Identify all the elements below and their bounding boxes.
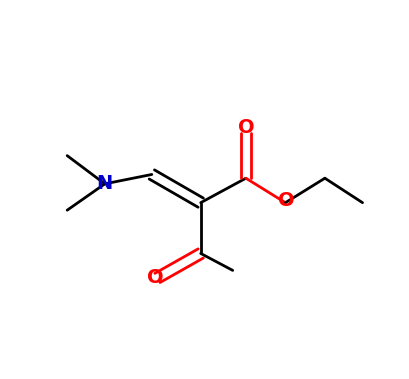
Text: O: O xyxy=(147,268,164,287)
Text: N: N xyxy=(97,174,113,193)
Text: O: O xyxy=(238,118,254,137)
Text: O: O xyxy=(278,191,294,210)
